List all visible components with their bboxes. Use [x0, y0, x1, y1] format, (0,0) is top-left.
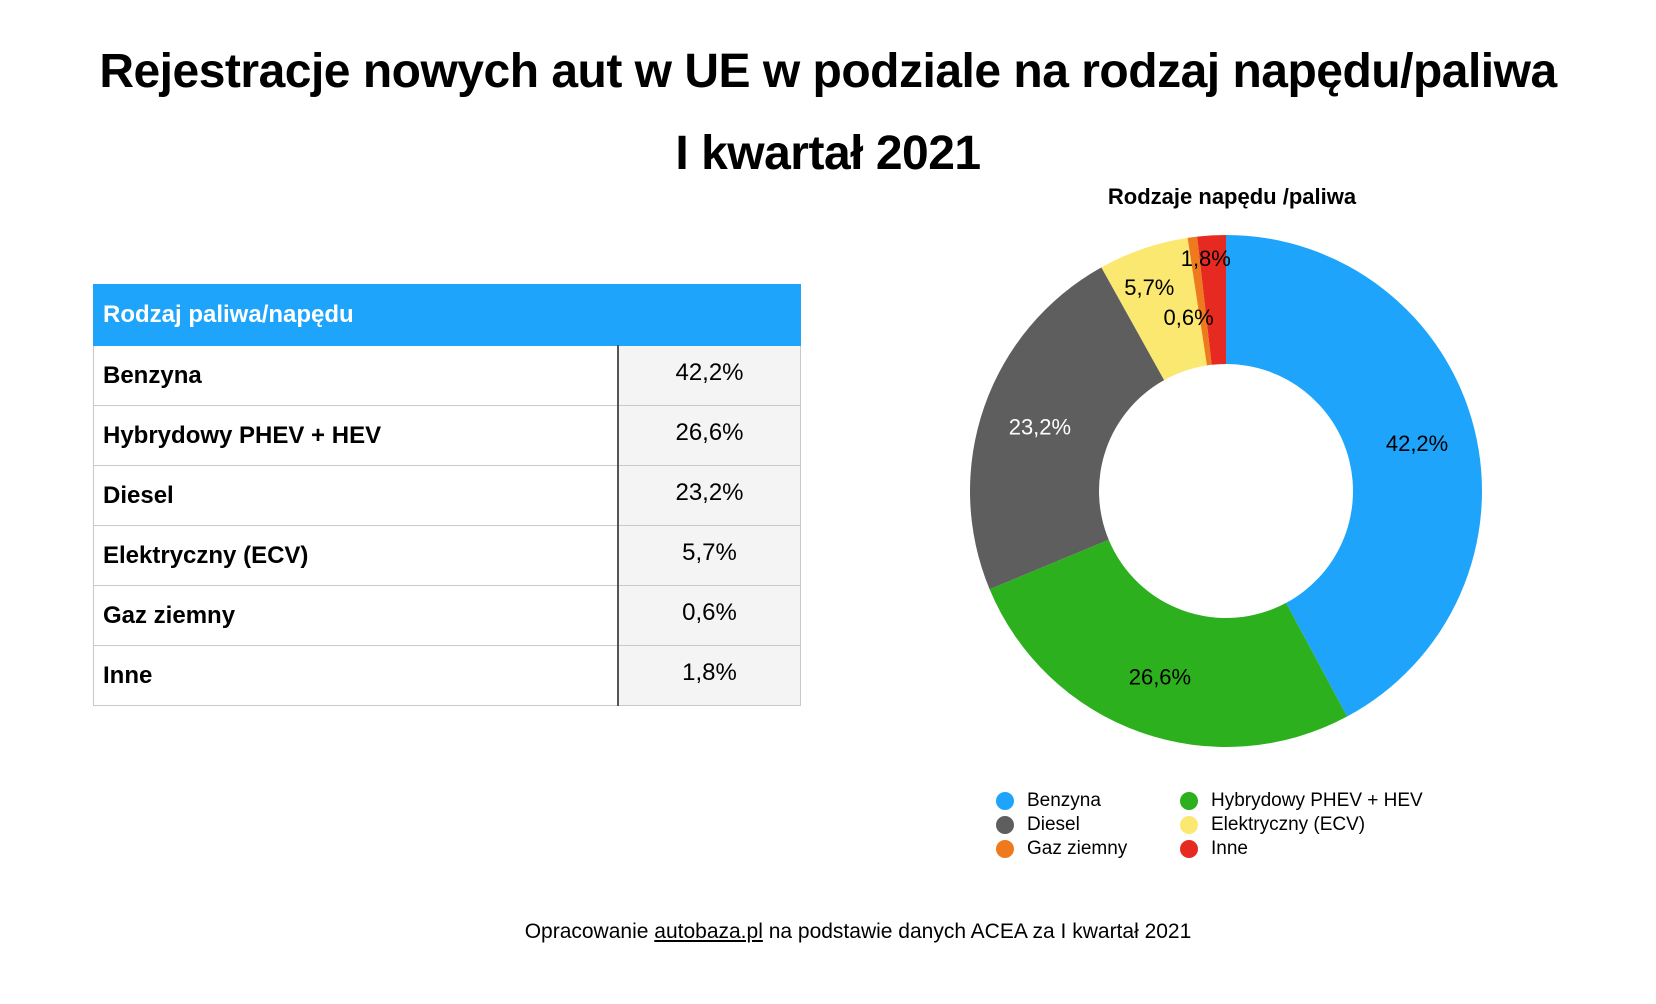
slice-label: 26,6% [1129, 665, 1191, 690]
page-subtitle: I kwartał 2021 [675, 127, 981, 180]
donut-slice [1226, 235, 1482, 717]
legend-item: Gaz ziemny [996, 838, 1180, 860]
table-header: Rodzaj paliwa/napędu [93, 284, 801, 346]
legend-dot-icon [1180, 792, 1198, 810]
legend-dot-icon [996, 816, 1014, 834]
legend-dot-icon [996, 840, 1014, 858]
row-value: 1,8% [617, 645, 801, 706]
donut-slice [1187, 236, 1212, 366]
row-value: 0,6% [617, 585, 801, 646]
donut-slice [1101, 237, 1207, 381]
table-row: Diesel 23,2% [93, 465, 801, 526]
row-value: 5,7% [617, 525, 801, 586]
legend-label: Inne [1211, 838, 1248, 859]
table-row: Benzyna 42,2% [93, 345, 801, 406]
footer-link[interactable]: autobaza.pl [654, 920, 763, 943]
slice-label: 0,6% [1164, 305, 1214, 330]
legend-label: Gaz ziemny [1027, 838, 1128, 859]
donut-slice [1197, 235, 1226, 365]
table-row: Inne 1,8% [93, 645, 801, 706]
legend-label: Benzyna [1027, 790, 1101, 811]
legend-item: Benzyna [996, 790, 1180, 812]
row-value: 42,2% [617, 345, 801, 406]
table-header-row: Rodzaj paliwa/napędu [93, 284, 801, 346]
donut-slice [970, 267, 1165, 590]
row-label: Hybrydowy PHEV + HEV [93, 405, 619, 466]
slice-label: 23,2% [1009, 414, 1071, 439]
legend-label: Elektryczny (ECV) [1211, 814, 1366, 835]
row-label: Gaz ziemny [93, 585, 619, 646]
row-label: Benzyna [93, 345, 619, 406]
legend-item: Elektryczny (ECV) [1180, 814, 1456, 836]
legend-dot-icon [1180, 840, 1198, 858]
footer-credit: Opracowanie autobaza.pl na podstawie dan… [0, 920, 1656, 944]
legend-label: Diesel [1027, 814, 1080, 835]
footer-suffix: na podstawie danych ACEA za I kwartał 20… [762, 920, 1192, 943]
legend-item: Diesel [996, 814, 1180, 836]
row-value: 23,2% [617, 465, 801, 526]
donut-slice [989, 539, 1348, 747]
chart-title: Rodzaje napędu /paliwa [1107, 184, 1357, 209]
legend-item: Inne [1180, 838, 1456, 860]
legend-label: Hybrydowy PHEV + HEV [1211, 790, 1423, 811]
row-label: Diesel [93, 465, 619, 526]
legend-dot-icon [1180, 816, 1198, 834]
page-title: Rejestracje nowych aut w UE w podziale n… [99, 45, 1557, 98]
data-table: Rodzaj paliwa/napędu Benzyna 42,2% Hybry… [93, 284, 801, 706]
slice-label: 42,2% [1386, 431, 1448, 456]
table-row: Hybrydowy PHEV + HEV 26,6% [93, 405, 801, 466]
chart-legend: Benzyna Hybrydowy PHEV + HEV Diesel Elektry… [996, 790, 1456, 860]
footer-prefix: Opracowanie [524, 920, 655, 943]
row-label: Inne [93, 645, 619, 706]
slice-label: 1,8% [1181, 246, 1231, 271]
legend-item: Hybrydowy PHEV + HEV [1180, 790, 1456, 812]
legend-dot-icon [996, 792, 1014, 810]
slice-label: 5,7% [1124, 275, 1174, 300]
table-row: Gaz ziemny 0,6% [93, 585, 801, 646]
row-value: 26,6% [617, 405, 801, 466]
